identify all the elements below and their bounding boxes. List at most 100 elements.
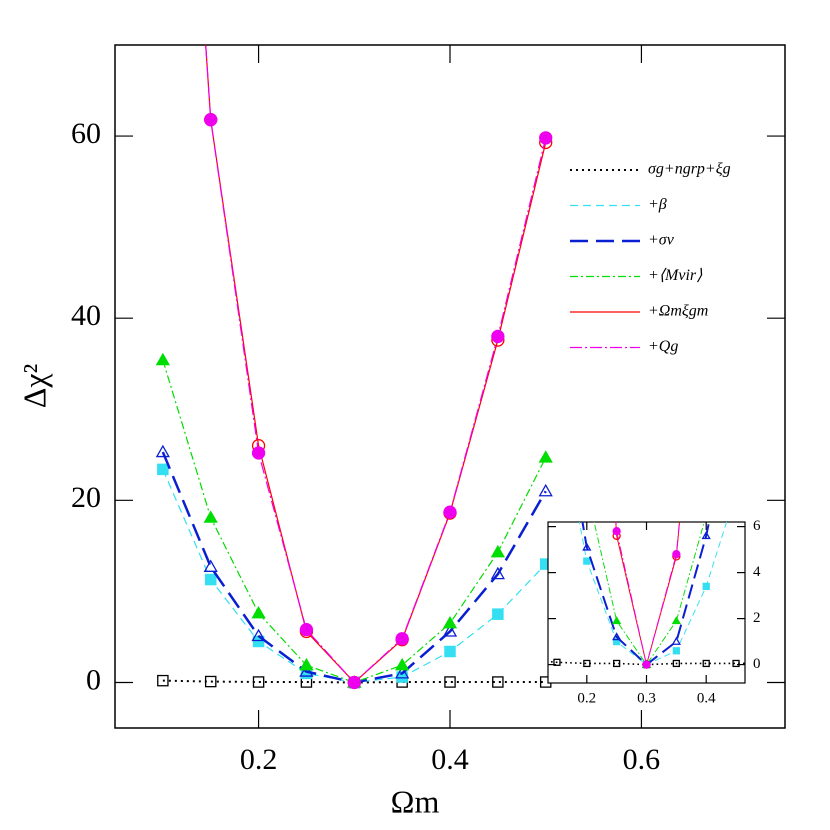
- marker: [204, 675, 217, 688]
- x-tick-label: 0.2: [577, 690, 596, 706]
- marker: [524, 657, 530, 663]
- marker: [703, 233, 710, 240]
- marker: [538, 450, 553, 463]
- marker: [490, 566, 505, 580]
- y-tick-label: 4: [753, 564, 761, 580]
- series-line: [162, 679, 546, 684]
- marker: [539, 131, 553, 145]
- marker: [553, 369, 560, 375]
- marker: [733, 332, 740, 338]
- marker: [157, 674, 169, 687]
- marker: [583, 557, 591, 565]
- series-line: [548, 660, 745, 666]
- marker: [203, 510, 218, 523]
- x-tick-label: 0.2: [240, 743, 278, 776]
- marker: [155, 444, 170, 458]
- marker: [612, 527, 621, 536]
- marker: [251, 605, 266, 619]
- series-line: [162, 469, 547, 684]
- marker: [672, 550, 681, 559]
- marker: [553, 245, 560, 251]
- y-tick-label: 40: [71, 299, 101, 332]
- x-tick-label: 0.3: [637, 690, 656, 706]
- x-tick-label: 0.4: [697, 690, 716, 706]
- marker: [583, 82, 590, 89]
- marker: [702, 582, 710, 591]
- marker: [763, 363, 769, 369]
- marker: [442, 615, 458, 629]
- legend-label: +⟨Mvir⟩: [648, 267, 703, 284]
- y-tick-label: 6: [753, 518, 761, 534]
- marker: [733, 489, 739, 495]
- y-tick-label: 0: [86, 663, 101, 696]
- legend-label: +σv: [648, 232, 675, 249]
- marker: [442, 624, 458, 637]
- legend-label: +β: [648, 196, 667, 213]
- marker: [395, 632, 409, 646]
- marker: [671, 636, 681, 645]
- marker: [762, 178, 769, 184]
- y-tick-label: 20: [71, 481, 101, 514]
- marker: [299, 622, 314, 637]
- marker: [395, 657, 410, 671]
- inset-frame: [547, 521, 746, 684]
- marker: [204, 113, 218, 127]
- x-tick-label: 0.6: [623, 743, 661, 776]
- series-line: [161, 451, 547, 684]
- marker: [583, 659, 591, 668]
- marker: [703, 231, 710, 238]
- marker: [395, 666, 410, 679]
- legend-label: +Qg: [648, 338, 678, 355]
- marker: [491, 329, 505, 344]
- plot-area: [524, 63, 769, 669]
- marker: [299, 664, 314, 677]
- marker: [672, 647, 680, 655]
- marker: [642, 660, 651, 669]
- legend-label: σg+ngrp+ξg: [648, 161, 731, 178]
- marker: [444, 676, 456, 688]
- marker: [251, 446, 266, 460]
- marker: [492, 676, 504, 688]
- marker: [155, 352, 170, 366]
- x-axis-label: Ωm: [391, 783, 440, 819]
- marker: [583, 486, 590, 492]
- marker: [763, 660, 769, 666]
- legend-label: +Ωmξgm: [648, 303, 708, 320]
- marker: [524, 79, 531, 85]
- x-tick-label: 0.4: [431, 743, 469, 776]
- marker: [733, 387, 740, 393]
- marker: [490, 544, 505, 558]
- marker: [762, 93, 769, 99]
- marker: [251, 628, 266, 642]
- marker: [299, 657, 314, 671]
- y-tick-label: 0: [753, 656, 761, 672]
- marker: [538, 483, 553, 497]
- marker: [204, 573, 217, 586]
- series-line: [162, 359, 547, 684]
- marker: [701, 530, 711, 540]
- marker: [347, 675, 361, 690]
- marker: [613, 637, 621, 646]
- y-tick-label: 2: [753, 610, 761, 626]
- marker: [554, 402, 560, 408]
- marker: [582, 542, 592, 551]
- y-axis-label: Δχ²: [16, 364, 52, 408]
- plot-area: [155, 45, 553, 690]
- marker: [444, 645, 456, 658]
- marker: [553, 658, 561, 666]
- marker: [703, 512, 710, 518]
- marker: [157, 463, 169, 476]
- marker: [672, 659, 680, 668]
- marker: [702, 659, 710, 668]
- marker: [443, 505, 457, 519]
- marker: [671, 616, 681, 625]
- marker: [612, 616, 622, 625]
- marker: [732, 659, 740, 668]
- marker: [524, 123, 530, 129]
- y-tick-label: 60: [71, 117, 101, 150]
- marker: [203, 559, 218, 572]
- marker: [612, 632, 622, 641]
- marker: [583, 63, 590, 70]
- marker: [613, 659, 621, 668]
